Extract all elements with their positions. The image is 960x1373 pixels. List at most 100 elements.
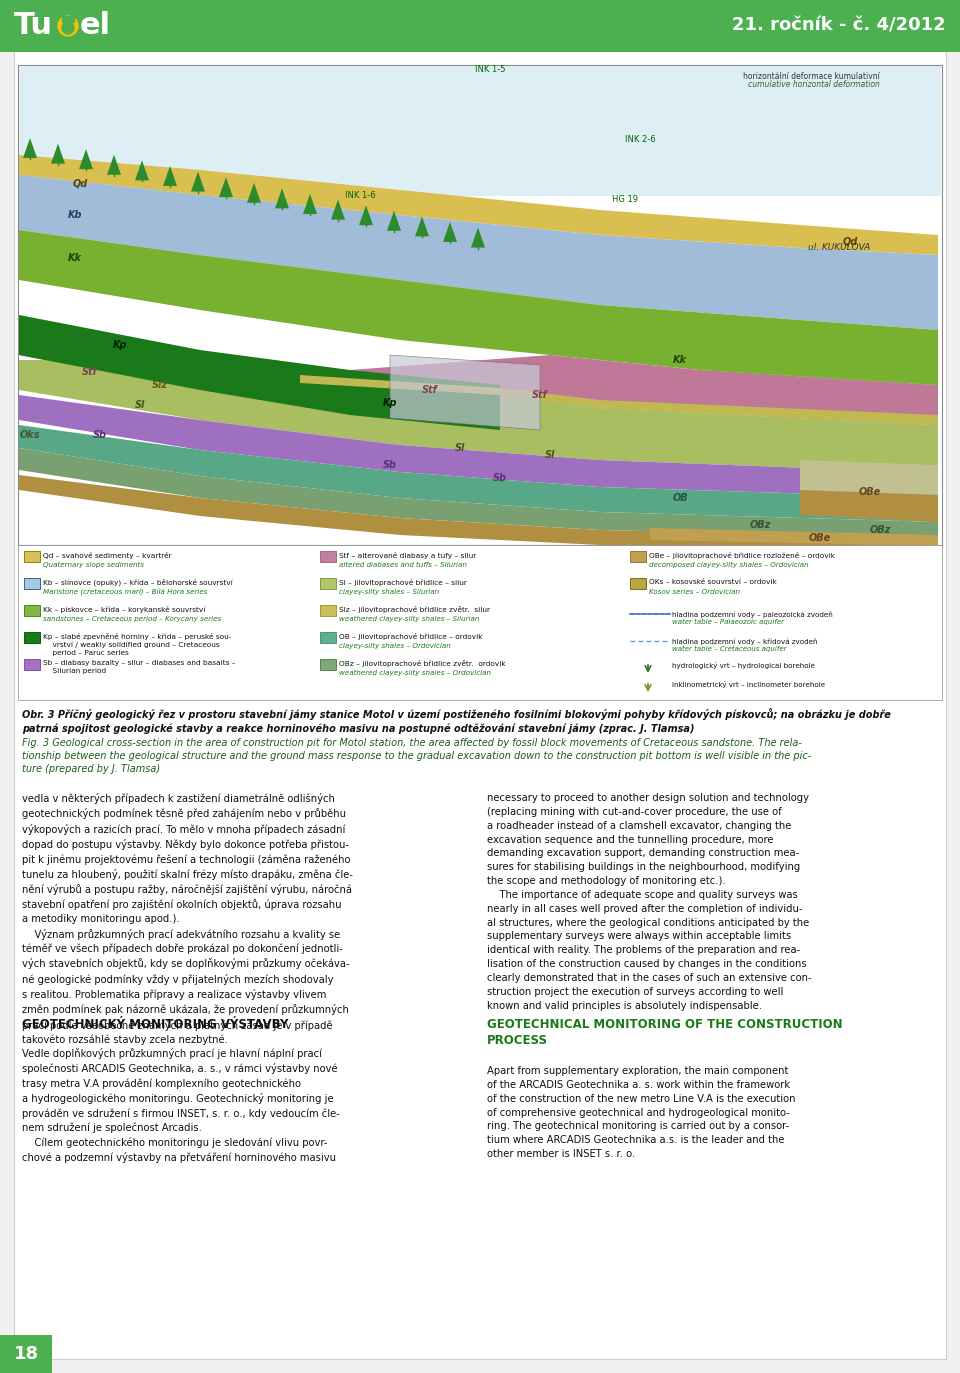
Text: OB – jílovitoprachové břidlice – ordovik: OB – jílovitoprachové břidlice – ordovik: [339, 633, 483, 640]
Text: Kosov series – Ordovician: Kosov series – Ordovician: [649, 589, 740, 595]
Polygon shape: [415, 217, 429, 236]
Text: OBe: OBe: [809, 533, 831, 542]
Polygon shape: [700, 341, 938, 384]
Text: Tu: Tu: [14, 11, 53, 40]
Polygon shape: [79, 150, 93, 169]
Text: Sl: Sl: [134, 400, 145, 411]
Text: Stf: Stf: [422, 384, 438, 395]
Text: Kk – pískovce – křída – korykanské souvrství: Kk – pískovce – křída – korykanské souvr…: [43, 605, 205, 612]
Text: Stf: Stf: [82, 367, 98, 378]
Polygon shape: [800, 490, 938, 522]
Polygon shape: [331, 199, 345, 220]
Bar: [18, 65, 942, 545]
Text: water table – Cretaceous aquifer: water table – Cretaceous aquifer: [672, 647, 786, 652]
Text: decomposed clayey-silty shales – Ordovician: decomposed clayey-silty shales – Ordovic…: [649, 562, 808, 568]
Bar: [320, 551, 336, 562]
Text: Apart from supplementary exploration, the main component
of the ARCADIS Geotechn: Apart from supplementary exploration, th…: [487, 1065, 796, 1159]
Text: weathered clayey-silty shales – Silurian: weathered clayey-silty shales – Silurian: [339, 616, 479, 622]
Text: inklinometrický vrt – inclinometer borehole: inklinometrický vrt – inclinometer boreh…: [672, 681, 826, 688]
Polygon shape: [650, 520, 938, 535]
Text: hydrologický vrt – hydrological borehole: hydrologický vrt – hydrological borehole: [672, 662, 815, 669]
Polygon shape: [51, 144, 65, 163]
Text: INK 1-6: INK 1-6: [345, 191, 375, 199]
Text: Stf – alterované diabasy a tufy – silur: Stf – alterované diabasy a tufy – silur: [339, 552, 476, 559]
Text: clayey-silty shales – Silurian: clayey-silty shales – Silurian: [339, 589, 439, 595]
Polygon shape: [135, 161, 149, 180]
Text: INK 1-5: INK 1-5: [475, 66, 505, 74]
Text: Qd – svahové sedimenty – kvartrér: Qd – svahové sedimenty – kvartrér: [43, 552, 172, 559]
Bar: [18, 545, 942, 700]
Text: Sl – jílovitoprachové břidlice – silur: Sl – jílovitoprachové břidlice – silur: [339, 579, 467, 586]
Text: OBz: OBz: [870, 524, 891, 535]
Text: el: el: [80, 11, 111, 40]
Text: Fig. 3 Geological cross-section in the area of construction pit for Motol statio: Fig. 3 Geological cross-section in the a…: [22, 739, 811, 774]
Bar: [320, 659, 336, 670]
Text: sandstones – Cretaceous period – Korycany series: sandstones – Cretaceous period – Korycan…: [43, 616, 221, 622]
Polygon shape: [300, 375, 938, 426]
Text: Sb: Sb: [383, 460, 397, 470]
Text: clayey-silty shales – Ordovician: clayey-silty shales – Ordovician: [339, 643, 451, 649]
Polygon shape: [19, 314, 500, 430]
Polygon shape: [275, 188, 289, 209]
Text: Sb: Sb: [93, 430, 107, 439]
Text: 21. ročník - č. 4/2012: 21. ročník - č. 4/2012: [732, 16, 946, 34]
Text: OKs – kosovské souvrství – ordovik: OKs – kosovské souvrství – ordovik: [649, 579, 777, 585]
Text: Vedle doplňkových průzkumných prací je hlavní náplní prací
společnosti ARCADIS G: Vedle doplňkových průzkumných prací je h…: [22, 1048, 340, 1163]
Polygon shape: [359, 205, 373, 225]
Text: Oks: Oks: [20, 430, 40, 439]
Bar: [24, 605, 40, 616]
Text: GEOTECHNICKÝ MONITORING VÝSTAVBY: GEOTECHNICKÝ MONITORING VÝSTAVBY: [22, 1017, 288, 1031]
Polygon shape: [19, 448, 938, 538]
Polygon shape: [19, 395, 938, 498]
Text: Stf: Stf: [532, 390, 548, 400]
Polygon shape: [387, 211, 401, 231]
Text: Kp: Kp: [383, 398, 397, 408]
Polygon shape: [471, 228, 485, 247]
Polygon shape: [303, 194, 317, 214]
Text: Kp – slabé zpevněné horniny – křída – peruské sou-
    vrství / weakly solidifie: Kp – slabé zpevněné horniny – křída – pe…: [43, 633, 231, 656]
Polygon shape: [800, 460, 938, 496]
Bar: [630, 578, 646, 589]
Text: OBz: OBz: [750, 520, 771, 530]
Text: ul. KUKULOVA: ul. KUKULOVA: [807, 243, 870, 253]
Text: Sb – diabasy bazalty – silur – diabases and basalts –
    Silurian period: Sb – diabasy bazalty – silur – diabases …: [43, 660, 235, 674]
Bar: [320, 605, 336, 616]
Polygon shape: [19, 155, 938, 255]
Text: Quaternary slope sediments: Quaternary slope sediments: [43, 562, 144, 568]
Polygon shape: [19, 231, 938, 384]
Bar: [320, 578, 336, 589]
Bar: [24, 659, 40, 670]
Text: altered diabases and tuffs – Silurian: altered diabases and tuffs – Silurian: [339, 562, 467, 568]
Polygon shape: [443, 222, 457, 242]
Text: OB: OB: [672, 493, 687, 503]
Bar: [0, 1335, 52, 1373]
Text: Obr. 3 Příčný geologický řez v prostoru stavební jámy stanice Motol v území post: Obr. 3 Příčný geologický řez v prostoru …: [22, 708, 891, 735]
Polygon shape: [350, 356, 938, 426]
Polygon shape: [163, 166, 177, 185]
Polygon shape: [390, 356, 540, 430]
Text: horizontální deformace kumulativní: horizontální deformace kumulativní: [743, 71, 880, 81]
Text: hladina podzemní vody – paleozoická zvodeň: hladina podzemní vody – paleozoická zvod…: [672, 611, 832, 618]
Polygon shape: [219, 177, 233, 198]
Text: OBe: OBe: [859, 487, 881, 497]
Polygon shape: [247, 183, 261, 203]
Bar: [24, 632, 40, 643]
Text: GEOTECHNICAL MONITORING OF THE CONSTRUCTION
PROCESS: GEOTECHNICAL MONITORING OF THE CONSTRUCT…: [487, 1017, 843, 1048]
Text: HG 19: HG 19: [612, 195, 638, 205]
Text: water table – Palaeozoic aquifer: water table – Palaeozoic aquifer: [672, 619, 784, 625]
Text: Slz: Slz: [152, 380, 168, 390]
Text: OBe – jílovitoprachové břidlice rozložené – ordovik: OBe – jílovitoprachové břidlice rozložen…: [649, 552, 835, 559]
Text: INK 2-6: INK 2-6: [625, 136, 656, 144]
Text: hladina podzemní vody – křídová zvodeň: hladina podzemní vody – křídová zvodeň: [672, 638, 818, 645]
Text: Kk: Kk: [673, 356, 687, 365]
Bar: [24, 551, 40, 562]
Bar: [320, 632, 336, 643]
Polygon shape: [19, 475, 938, 546]
Bar: [19, 66, 941, 196]
Text: Sb: Sb: [493, 474, 507, 483]
Circle shape: [62, 22, 74, 34]
Text: Slz – jílovitoprachové břidlice zvětr.  silur: Slz – jílovitoprachové břidlice zvětr. s…: [339, 605, 490, 612]
Polygon shape: [19, 360, 938, 474]
Text: Sl: Sl: [545, 450, 555, 460]
Text: weathered clayey-silty shales – Ordovician: weathered clayey-silty shales – Ordovici…: [339, 670, 491, 676]
